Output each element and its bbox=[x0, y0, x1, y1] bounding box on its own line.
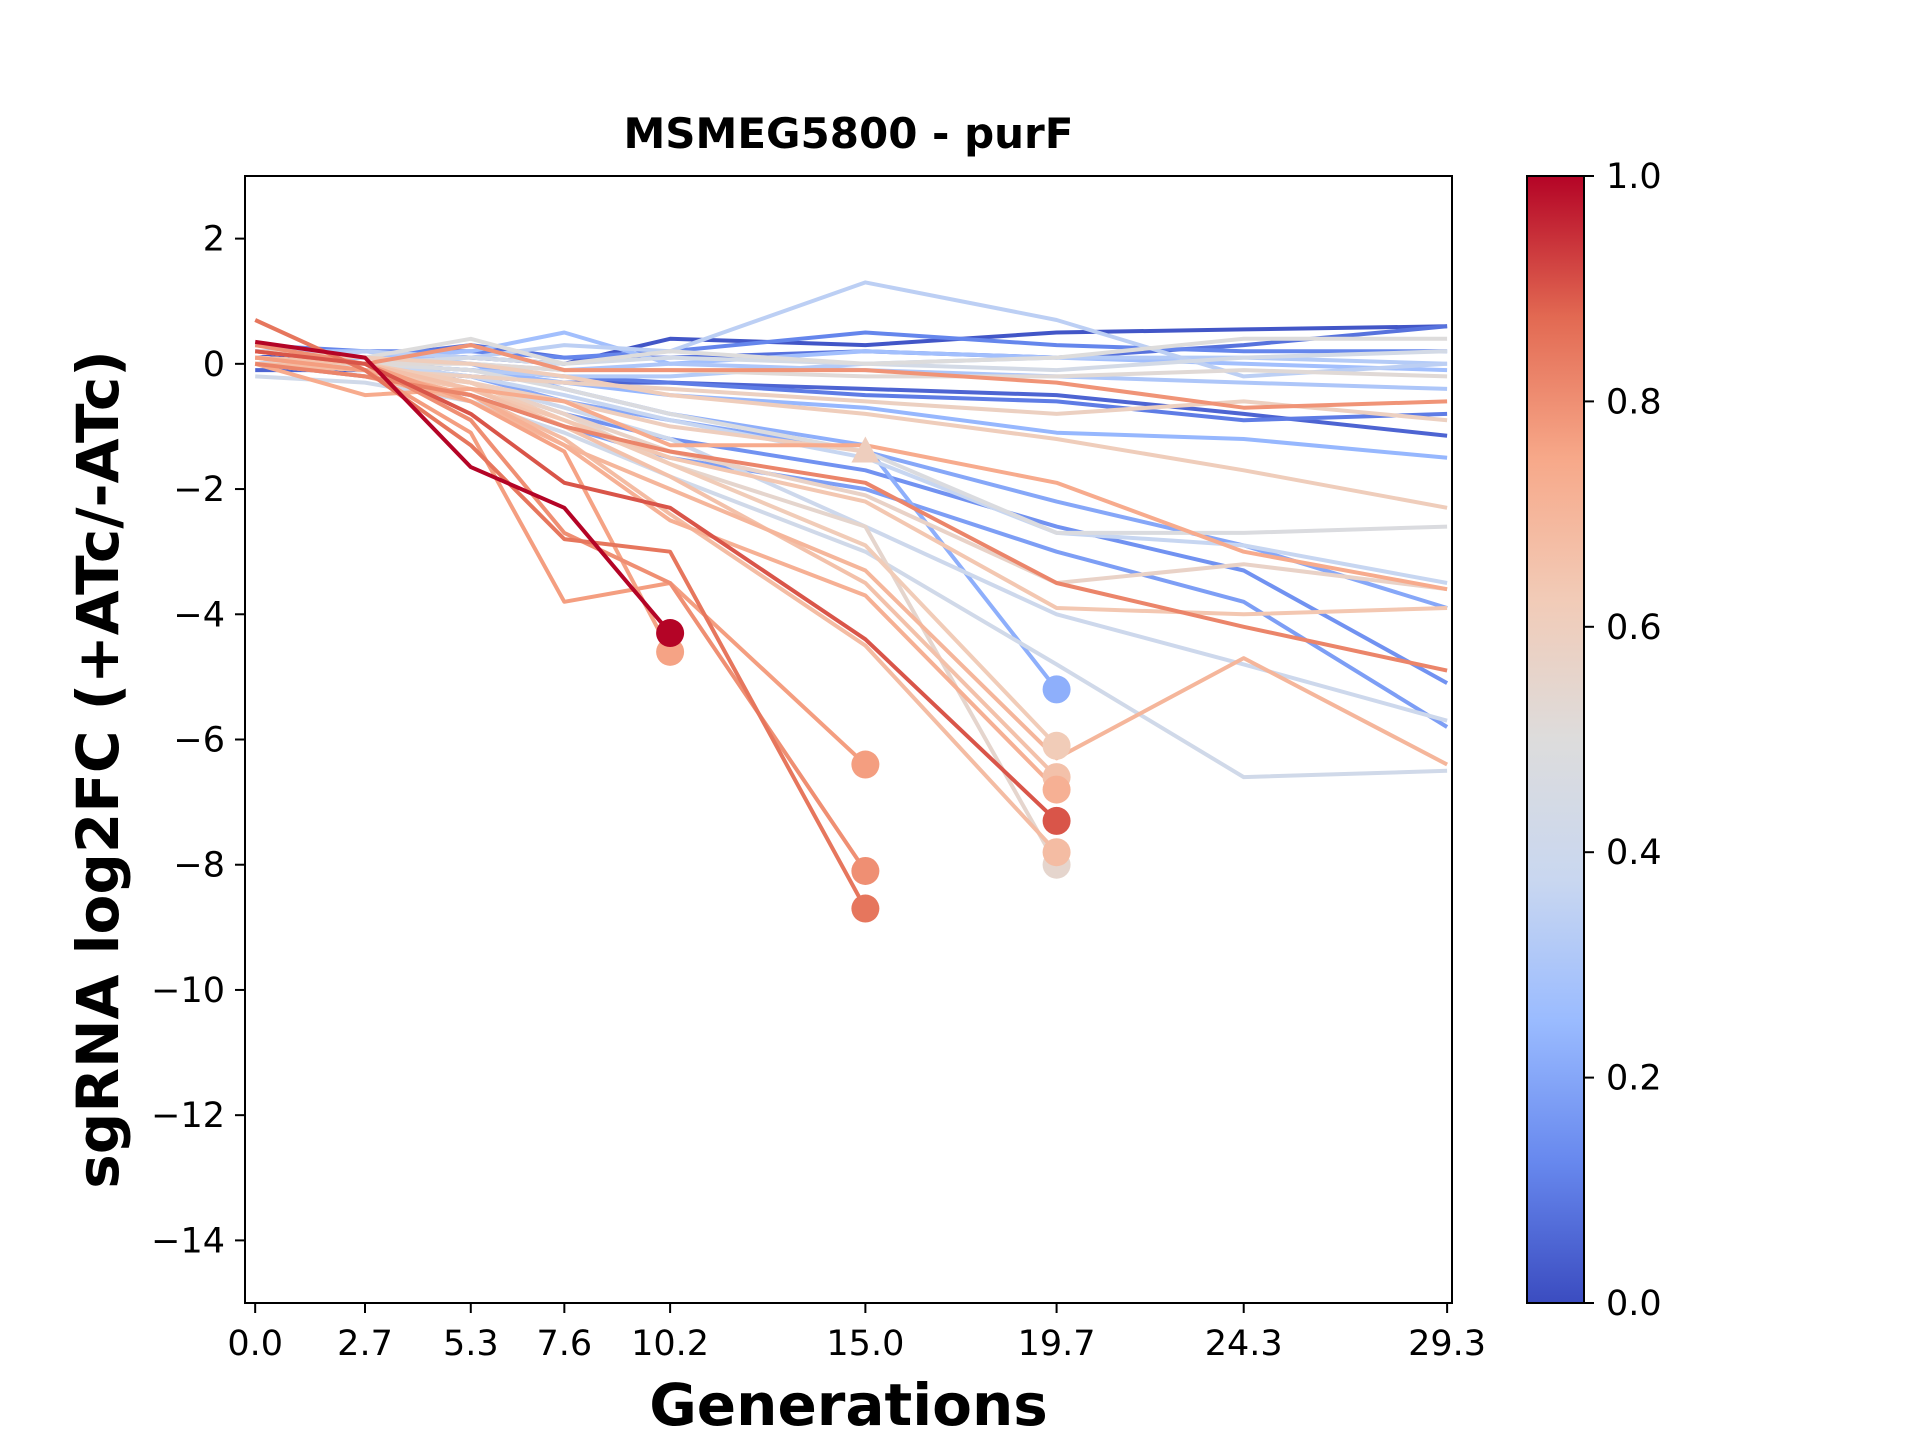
series-end-dot-34 bbox=[851, 750, 880, 779]
series-end-dot-8 bbox=[1042, 675, 1071, 704]
x-tick-label: 7.6 bbox=[537, 1324, 593, 1364]
colorbar: 0.0 0.2 0.4 0.6 0.8 1.0 bbox=[1526, 157, 1662, 1324]
y-axis: 2 0 −2 −4 −6 −8 −10 −12 −14 bbox=[151, 220, 245, 1261]
colorbar-ticks: 0.0 0.2 0.4 0.6 0.8 1.0 bbox=[1584, 157, 1662, 1324]
chart-title: MSMEG5800 - purF bbox=[624, 109, 1074, 158]
series-line-25 bbox=[255, 349, 1448, 510]
series-line-35 bbox=[254, 343, 1448, 410]
x-tick-label: 19.7 bbox=[1018, 1324, 1096, 1364]
y-tick-label: −10 bbox=[151, 971, 225, 1011]
end-markers bbox=[656, 436, 1071, 923]
series-line-14 bbox=[255, 355, 1448, 585]
x-tick-label: 0.0 bbox=[227, 1324, 283, 1364]
series-end-dot-26 bbox=[1042, 731, 1071, 760]
y-tick-label: −8 bbox=[173, 846, 225, 886]
series-line-39 bbox=[254, 349, 1058, 823]
series-line-11 bbox=[255, 349, 1448, 391]
colorbar-gradient bbox=[1526, 175, 1585, 1304]
series-end-dot-36 bbox=[851, 856, 880, 885]
series-end-dot-39 bbox=[1042, 806, 1071, 835]
series-line-30 bbox=[254, 361, 1449, 767]
series-line-17 bbox=[255, 349, 1448, 373]
series-end-dot-31 bbox=[1042, 775, 1071, 804]
x-axis-label: Generations bbox=[649, 1371, 1048, 1439]
y-tick-label: −12 bbox=[151, 1096, 225, 1136]
x-tick-label: 2.7 bbox=[337, 1324, 393, 1364]
y-tick-label: −4 bbox=[173, 595, 225, 635]
y-axis-label: sgRNA log2FC (+ATc/-ATc) bbox=[64, 350, 132, 1188]
y-tick-label: 2 bbox=[203, 220, 225, 260]
y-tick-label: −6 bbox=[173, 721, 225, 761]
x-axis: 0.0 2.7 5.3 7.6 10.2 15.0 19.7 24.3 29.3 bbox=[227, 1303, 1486, 1364]
series-end-dot-38 bbox=[851, 894, 880, 923]
y-tick-label: 0 bbox=[203, 345, 225, 385]
series-line-28 bbox=[255, 355, 1059, 779]
series-line-18 bbox=[255, 355, 1448, 535]
colorbar-tick-label: 1.0 bbox=[1606, 157, 1662, 197]
y-tick-label: −14 bbox=[151, 1221, 225, 1261]
y-tick-label: −2 bbox=[173, 470, 225, 510]
series-end-dot-40 bbox=[656, 619, 685, 648]
x-tick-label: 29.3 bbox=[1408, 1324, 1486, 1364]
series-end-triangle-24 bbox=[851, 436, 880, 463]
x-tick-label: 15.0 bbox=[826, 1324, 904, 1364]
x-tick-label: 10.2 bbox=[631, 1324, 709, 1364]
series-line-40 bbox=[254, 339, 672, 635]
series-line-19 bbox=[255, 336, 1448, 366]
colorbar-tick-label: 0.6 bbox=[1606, 608, 1662, 648]
x-tick-label: 5.3 bbox=[443, 1324, 499, 1364]
colorbar-tick-label: 0.8 bbox=[1606, 382, 1662, 422]
series-line-33 bbox=[254, 349, 672, 653]
plot-area bbox=[254, 280, 1449, 910]
colorbar-tick-label: 0.0 bbox=[1606, 1284, 1662, 1324]
colorbar-tick-label: 0.2 bbox=[1606, 1059, 1662, 1099]
colorbar-tick-label: 0.4 bbox=[1606, 833, 1662, 873]
x-tick-label: 24.3 bbox=[1205, 1324, 1283, 1364]
series-end-dot-29 bbox=[1042, 838, 1071, 867]
